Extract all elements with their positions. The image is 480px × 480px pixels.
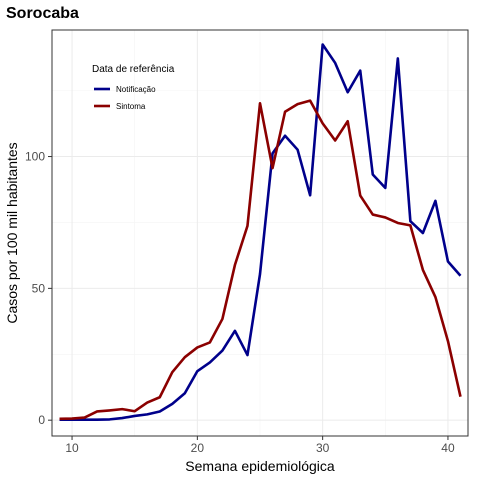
plot-panel-border	[51, 29, 469, 437]
x-axis-label: Semana epidemiológica	[185, 458, 335, 474]
x-tick-label: 30	[316, 441, 330, 455]
axis-ticks: 10 20 30 40 0 50 100	[25, 150, 455, 455]
grid	[52, 30, 468, 436]
y-tick-label: 50	[32, 281, 46, 295]
y-tick-label: 0	[38, 413, 45, 427]
legend-title: Data de referência	[92, 64, 175, 75]
y-axis-label: Casos por 100 mil habitantes	[4, 142, 20, 323]
series-line-notificação	[59, 43, 462, 421]
series-lines	[59, 43, 462, 421]
x-tick-label: 10	[65, 441, 79, 455]
legend-label: Notificação	[116, 85, 156, 94]
series-line-sintoma	[59, 99, 462, 421]
chart-title: Sorocaba	[6, 5, 79, 22]
y-tick-label: 100	[25, 150, 45, 164]
legend-label: Sintoma	[116, 102, 146, 111]
legend: Data de referência Notificação Sintoma	[92, 64, 175, 111]
x-tick-label: 40	[441, 441, 455, 455]
x-tick-label: 20	[191, 441, 205, 455]
